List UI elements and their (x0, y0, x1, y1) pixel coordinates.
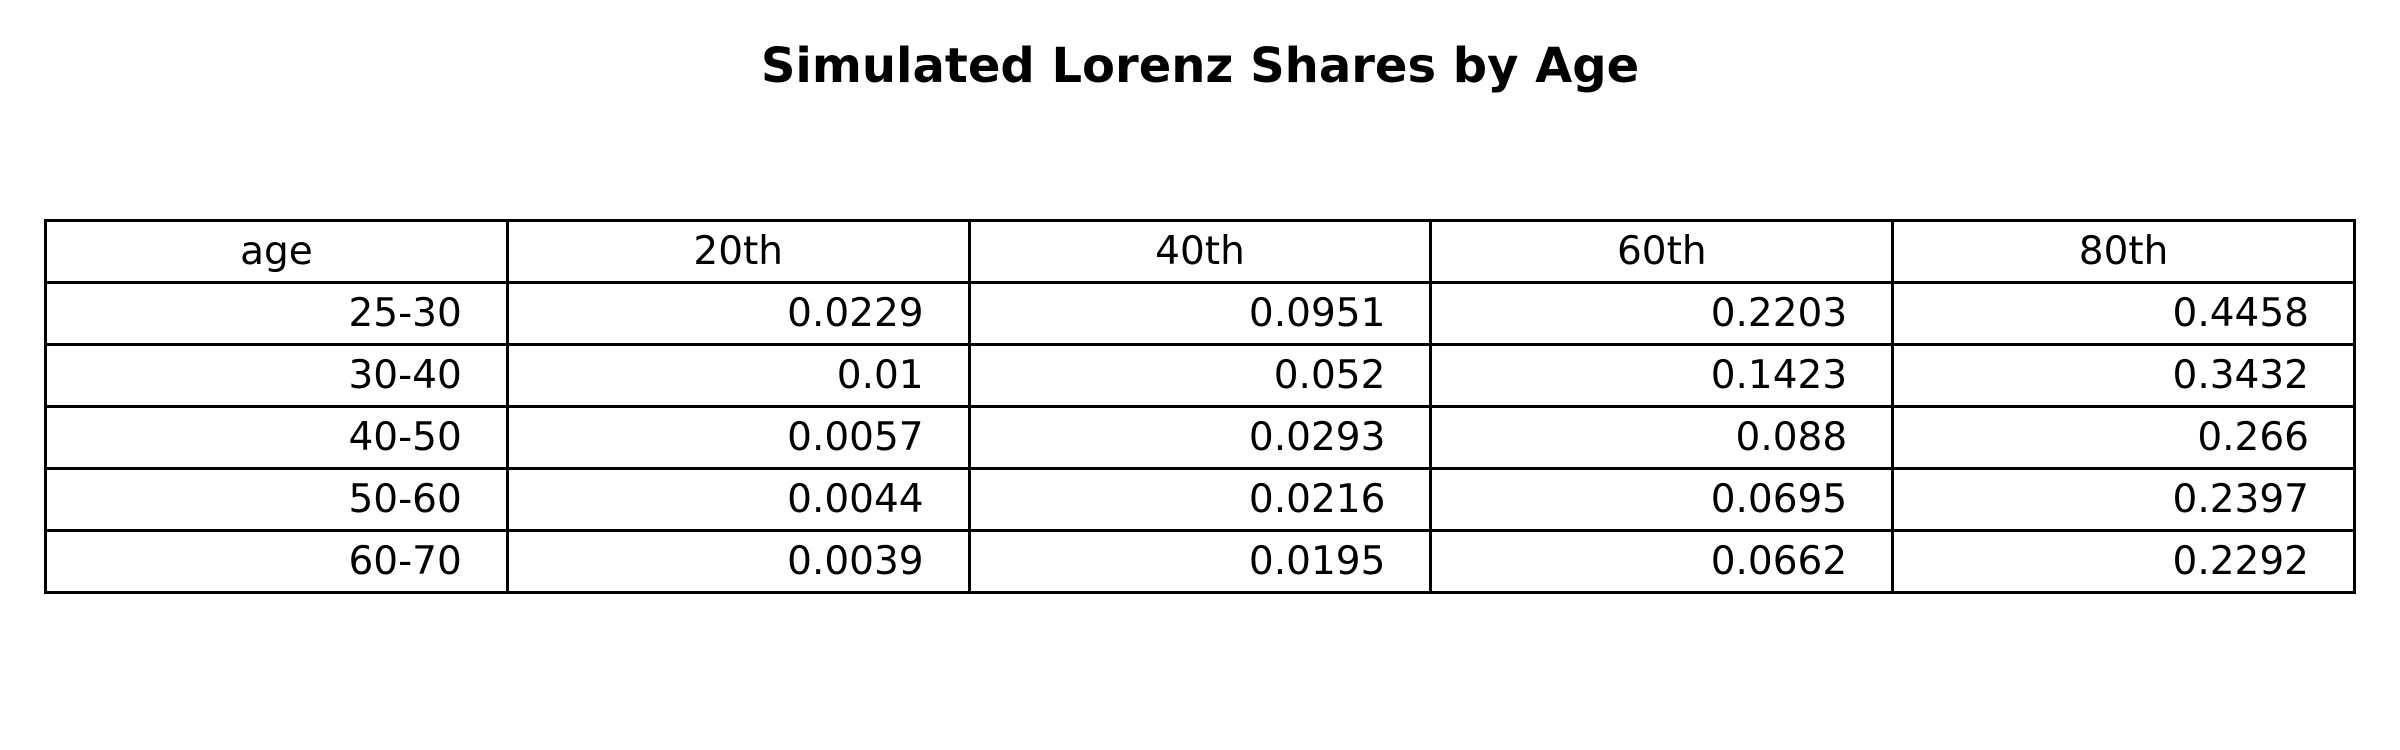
cell-80th: 0.2292 (1891, 529, 2356, 594)
cell-20th: 0.0057 (505, 405, 971, 470)
table-row: 50-60 0.0044 0.0216 0.0695 0.2397 (44, 467, 2356, 532)
cell-60th: 0.088 (1429, 405, 1895, 470)
cell-20th: 0.01 (505, 343, 971, 408)
cell-age: 60-70 (44, 529, 509, 594)
header-row: age 20th 40th 60th 80th (44, 219, 2356, 284)
cell-40th: 0.0216 (967, 467, 1433, 532)
column-header-40th: 40th (967, 219, 1433, 284)
cell-60th: 0.0662 (1429, 529, 1895, 594)
cell-80th: 0.2397 (1891, 467, 2356, 532)
cell-age: 50-60 (44, 467, 509, 532)
cell-age: 30-40 (44, 343, 509, 408)
chart-title: Simulated Lorenz Shares by Age (760, 38, 1640, 94)
cell-20th: 0.0229 (505, 281, 971, 346)
cell-40th: 0.052 (967, 343, 1433, 408)
cell-20th: 0.0039 (505, 529, 971, 594)
column-header-60th: 60th (1429, 219, 1895, 284)
cell-40th: 0.0951 (967, 281, 1433, 346)
column-header-age: age (44, 219, 509, 284)
table-header: age 20th 40th 60th 80th (44, 219, 2356, 284)
cell-20th: 0.0044 (505, 467, 971, 532)
table-row: 40-50 0.0057 0.0293 0.088 0.266 (44, 405, 2356, 470)
cell-60th: 0.0695 (1429, 467, 1895, 532)
table-row: 60-70 0.0039 0.0195 0.0662 0.2292 (44, 529, 2356, 594)
table-row: 25-30 0.0229 0.0951 0.2203 0.4458 (44, 281, 2356, 346)
cell-60th: 0.2203 (1429, 281, 1895, 346)
cell-40th: 0.0195 (967, 529, 1433, 594)
cell-60th: 0.1423 (1429, 343, 1895, 408)
cell-80th: 0.3432 (1891, 343, 2356, 408)
cell-40th: 0.0293 (967, 405, 1433, 470)
cell-80th: 0.266 (1891, 405, 2356, 470)
table-body: 25-30 0.0229 0.0951 0.2203 0.4458 30-40 … (44, 281, 2356, 594)
column-header-80th: 80th (1891, 219, 2356, 284)
cell-80th: 0.4458 (1891, 281, 2356, 346)
column-header-20th: 20th (505, 219, 971, 284)
table-row: 30-40 0.01 0.052 0.1423 0.3432 (44, 343, 2356, 408)
lorenz-shares-table: age 20th 40th 60th 80th 25-30 0.0229 0.0… (44, 219, 2356, 594)
cell-age: 25-30 (44, 281, 509, 346)
cell-age: 40-50 (44, 405, 509, 470)
